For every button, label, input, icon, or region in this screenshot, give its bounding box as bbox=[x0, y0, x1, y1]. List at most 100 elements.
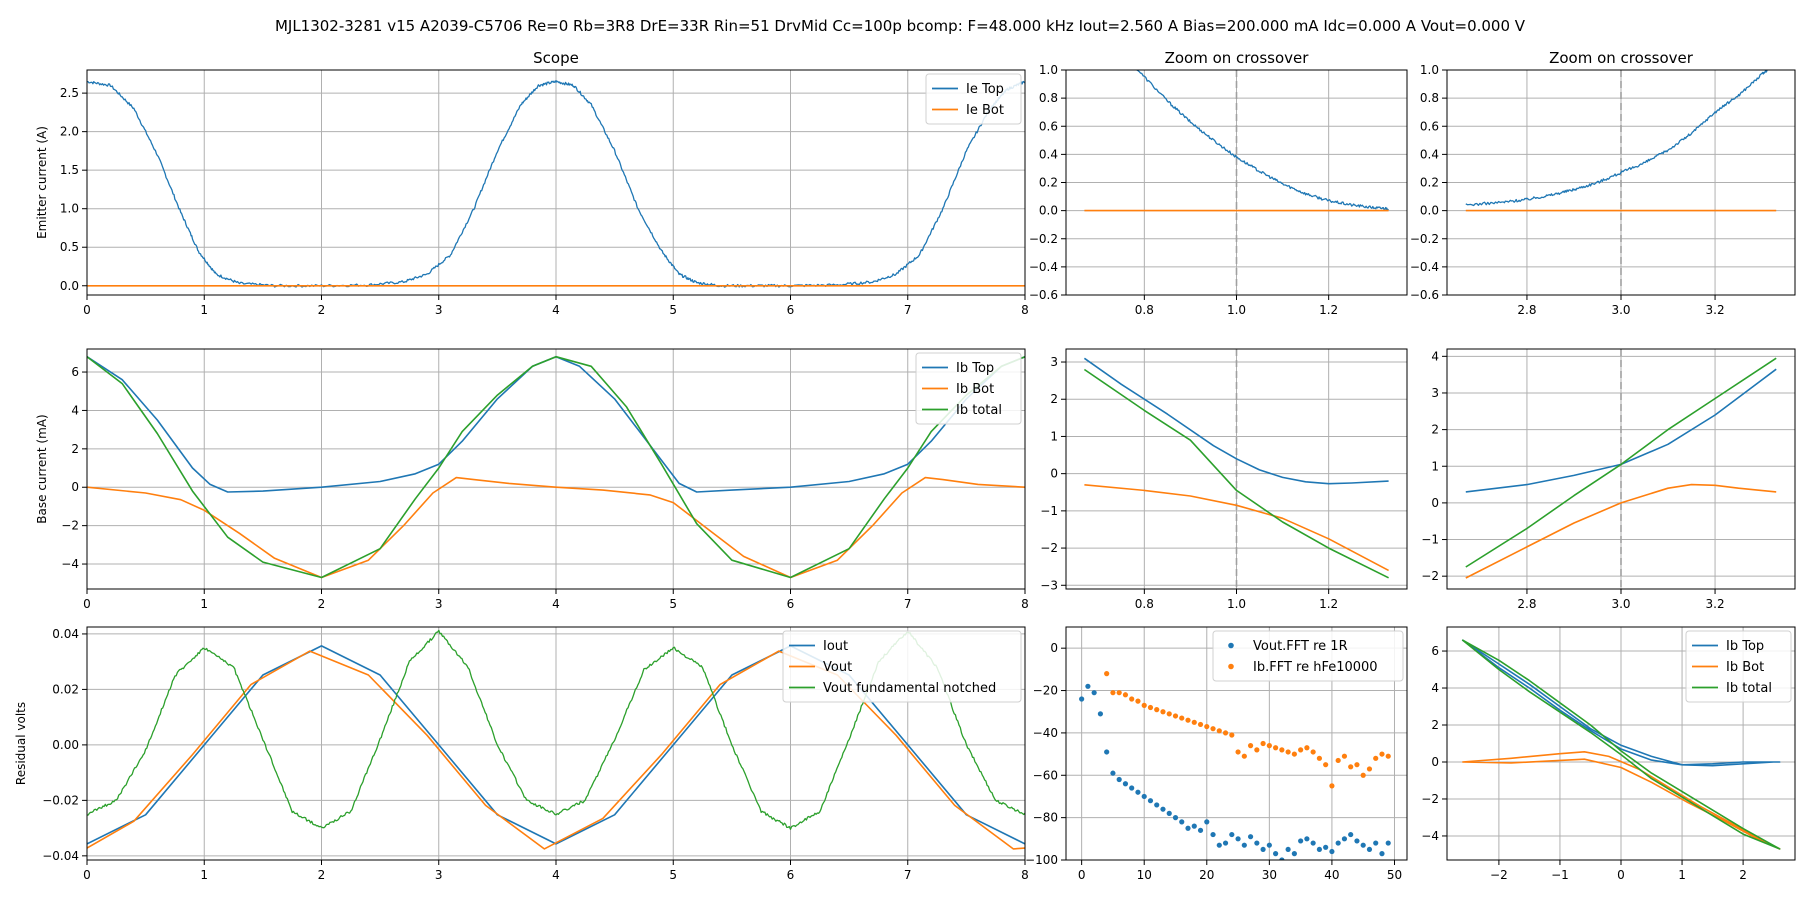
data-point bbox=[1166, 711, 1172, 717]
y-tick-label: −2 bbox=[1421, 792, 1439, 806]
series-line bbox=[1465, 357, 1777, 568]
legend-label: Vout.FFT re 1R bbox=[1253, 639, 1348, 654]
panel-p3: 0 1 2 3 4 5 6 7 8 −4 −2 0 2 4 6 Base current (mA) Ib Top… bbox=[35, 348, 1029, 611]
data-point bbox=[1348, 764, 1354, 770]
y-tick-label: 0 bbox=[1431, 755, 1439, 769]
x-tick-label: 1 bbox=[1678, 868, 1686, 882]
y-tick-label: 0.2 bbox=[1420, 176, 1439, 190]
x-tick-label: 1 bbox=[200, 303, 208, 317]
x-tick-label: 3.2 bbox=[1706, 597, 1725, 611]
data-point bbox=[1116, 690, 1122, 696]
series-line bbox=[1084, 484, 1389, 572]
data-point bbox=[1254, 747, 1260, 753]
data-point bbox=[1204, 819, 1210, 825]
y-tick-label: −0.4 bbox=[1410, 260, 1439, 274]
data-point bbox=[1247, 743, 1254, 749]
data-point bbox=[1304, 745, 1310, 751]
data-point bbox=[1141, 793, 1147, 800]
axes-frame bbox=[1446, 626, 1796, 861]
x-tick-label: 1.0 bbox=[1227, 597, 1246, 611]
data-point bbox=[1191, 823, 1197, 829]
x-tick-label: 4 bbox=[552, 868, 560, 882]
y-tick-label: 1 bbox=[1431, 459, 1439, 473]
x-tick-label: 7 bbox=[904, 868, 912, 882]
legend-label: Ib Bot bbox=[956, 382, 994, 397]
data-point bbox=[1235, 749, 1241, 755]
y-tick-label: −1 bbox=[1040, 504, 1058, 518]
y-tick-label: 1 bbox=[1050, 429, 1058, 443]
legend-marker bbox=[1228, 642, 1234, 649]
y-tick-label: −4 bbox=[1421, 829, 1439, 843]
y-tick-label: 2 bbox=[1050, 392, 1058, 406]
data-point bbox=[1329, 848, 1335, 855]
x-tick-label: −2 bbox=[1490, 868, 1508, 882]
data-point bbox=[1335, 757, 1341, 764]
data-point bbox=[1116, 776, 1122, 783]
panel-p4: 0.8 1.0 1.2 −3 −2 −1 0 1 2 3 bbox=[1040, 348, 1408, 611]
y-tick-label: 6 bbox=[71, 365, 79, 379]
data-point bbox=[1229, 732, 1235, 738]
y-tick-label: −20 bbox=[1033, 684, 1058, 698]
x-tick-label: 5 bbox=[669, 597, 677, 611]
panel-p1: 0.8 1.0 1.2 −0.6 −0.4 −0.2 0.0 0.2 0.4 0.6 0.8 1.0 Z… bbox=[1029, 49, 1408, 317]
data-point bbox=[1129, 696, 1135, 702]
data-point bbox=[1241, 842, 1247, 848]
y-tick-label: −60 bbox=[1033, 768, 1058, 782]
x-tick-label: 3 bbox=[435, 597, 443, 611]
y-tick-label: −0.02 bbox=[42, 793, 79, 807]
y-tick-label: 0.5 bbox=[60, 240, 79, 254]
data-point bbox=[1279, 857, 1285, 860]
data-point bbox=[1172, 713, 1179, 719]
data-point bbox=[1135, 789, 1141, 795]
y-axis-label: Residual volts bbox=[14, 702, 28, 785]
data-point bbox=[1354, 838, 1360, 844]
y-tick-label: 1.5 bbox=[60, 163, 79, 177]
legend-label: Ie Top bbox=[966, 82, 1004, 97]
y-tick-label: 1.0 bbox=[1039, 63, 1058, 77]
legend-label: Ib Top bbox=[1726, 639, 1764, 654]
x-tick-label: 6 bbox=[787, 868, 795, 882]
data-point bbox=[1266, 842, 1272, 848]
data-point bbox=[1329, 783, 1335, 789]
data-point bbox=[1154, 802, 1160, 808]
data-point bbox=[1385, 753, 1391, 759]
axes-frame bbox=[1065, 626, 1408, 861]
y-tick-label: 6 bbox=[1431, 644, 1439, 658]
y-tick-label: 2 bbox=[1431, 423, 1439, 437]
x-tick-label: 3 bbox=[435, 868, 443, 882]
legend-label: Ib Top bbox=[956, 361, 994, 376]
y-tick-label: 0.2 bbox=[1039, 176, 1058, 190]
data-point bbox=[1304, 836, 1310, 842]
data-point bbox=[1298, 747, 1304, 753]
data-point bbox=[1122, 692, 1129, 698]
y-tick-label: −0.6 bbox=[1029, 288, 1058, 302]
y-tick-label: 2.5 bbox=[60, 86, 79, 100]
data-point bbox=[1179, 819, 1185, 825]
x-tick-label: −1 bbox=[1551, 868, 1569, 882]
x-tick-label: 5 bbox=[669, 868, 677, 882]
data-point bbox=[1110, 690, 1116, 696]
x-tick-label: 0 bbox=[83, 303, 91, 317]
data-point bbox=[1310, 840, 1316, 846]
y-tick-label: 0.0 bbox=[1039, 204, 1058, 218]
data-point bbox=[1197, 827, 1204, 833]
data-point bbox=[1104, 671, 1110, 677]
series-line bbox=[1461, 639, 1781, 850]
series-line bbox=[1083, 357, 1389, 485]
x-tick-label: 40 bbox=[1324, 868, 1339, 882]
x-tick-label: 10 bbox=[1137, 868, 1152, 882]
axes-frame bbox=[86, 69, 1026, 296]
data-point bbox=[1360, 842, 1366, 848]
panel-p6: 0 1 2 3 4 5 6 7 8 −0.04 −0.02 0.00 0.02 0.04 Residual … bbox=[14, 626, 1029, 882]
x-tick-label: 0.8 bbox=[1135, 597, 1154, 611]
data-point bbox=[1197, 721, 1204, 728]
x-tick-label: 3.0 bbox=[1611, 597, 1630, 611]
data-point bbox=[1298, 838, 1304, 844]
data-point bbox=[1291, 751, 1297, 757]
x-tick-label: 0 bbox=[1078, 868, 1086, 882]
data-point bbox=[1104, 749, 1110, 755]
x-tick-label: 2 bbox=[318, 597, 326, 611]
data-point bbox=[1110, 770, 1116, 776]
legend: Ib Top Ib Bot Ib total bbox=[915, 352, 1022, 425]
